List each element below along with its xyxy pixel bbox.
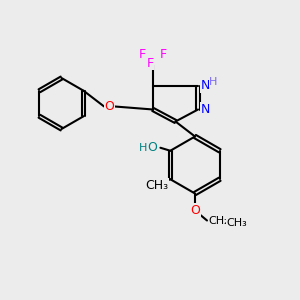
Text: O: O	[105, 100, 114, 113]
Text: F: F	[160, 47, 167, 61]
Text: CH₃: CH₃	[145, 179, 168, 192]
Text: CH₂: CH₂	[208, 215, 229, 226]
Text: CH₃: CH₃	[226, 218, 247, 229]
Text: N: N	[200, 79, 210, 92]
Text: F: F	[146, 56, 154, 70]
Text: H: H	[209, 77, 218, 87]
Text: O: O	[190, 203, 200, 217]
Text: F: F	[139, 47, 146, 61]
Text: H: H	[139, 143, 148, 153]
Text: N: N	[200, 103, 210, 116]
Text: O: O	[147, 141, 157, 154]
